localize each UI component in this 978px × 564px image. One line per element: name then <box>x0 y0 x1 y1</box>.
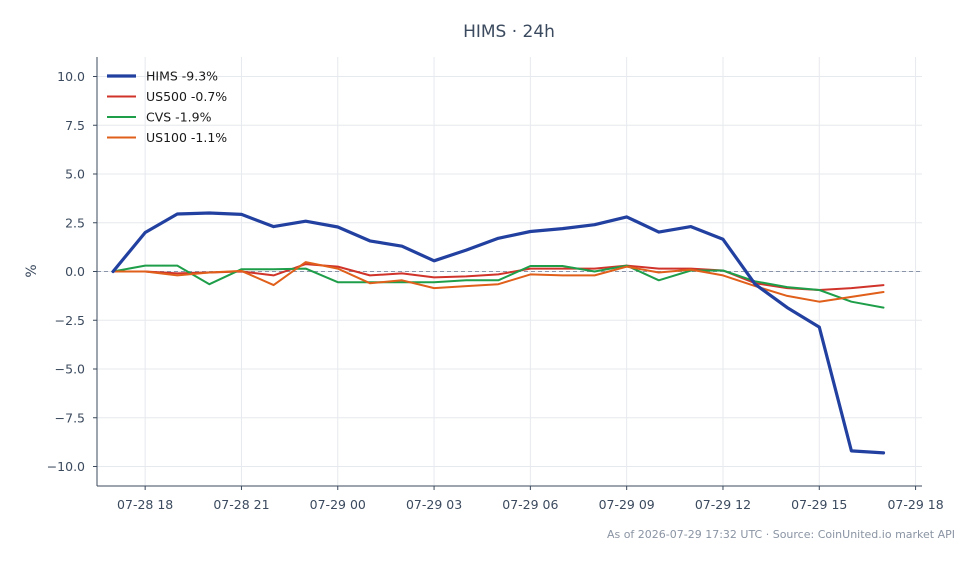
series-layer <box>111 211 886 455</box>
legend-label-3: US100 -1.1% <box>146 130 227 145</box>
y-tick-label: 2.5 <box>65 215 85 230</box>
x-tick-label: 07-28 18 <box>117 497 173 512</box>
x-tick-label: 07-29 03 <box>406 497 462 512</box>
series-line-3 <box>112 261 885 303</box>
series-line-1 <box>112 263 885 291</box>
footer-source: As of 2026-07-29 17:32 UTC · Source: Coi… <box>607 528 955 541</box>
series-line-0 <box>111 211 886 455</box>
x-tick-label: 07-29 00 <box>310 497 366 512</box>
legend: HIMS -9.3% US500 -0.7% CVS -1.9% US100 -1.1… <box>107 69 227 145</box>
y-tick-label: 5.0 <box>65 167 85 182</box>
series-line-2 <box>112 264 885 309</box>
y-tick-label: −10.0 <box>47 459 85 474</box>
x-tick-labels: 07-28 18 07-28 21 07-29 00 07-29 03 07-29 06… <box>117 486 944 512</box>
y-tick-label: 7.5 <box>65 118 85 133</box>
y-tick-label: 0.0 <box>65 264 85 279</box>
x-tick-label: 07-29 06 <box>502 497 558 512</box>
y-tick-label: 10.0 <box>57 69 85 84</box>
y-tick-labels: 10.0 7.5 5.0 2.5 0.0 −2.5 −5.0 −7.5 −10.0 <box>47 69 97 474</box>
x-tick-label: 07-29 18 <box>887 497 943 512</box>
y-axis-label: % <box>24 264 40 277</box>
y-tick-label: −7.5 <box>55 410 85 425</box>
chart-title: HIMS · 24h <box>463 22 555 42</box>
x-tick-label: 07-29 12 <box>695 497 751 512</box>
x-tick-label: 07-28 21 <box>213 497 269 512</box>
legend-label-2: CVS -1.9% <box>146 110 212 125</box>
legend-label-1: US500 -0.7% <box>146 89 227 104</box>
x-tick-label: 07-29 09 <box>599 497 655 512</box>
legend-label-0: HIMS -9.3% <box>146 69 218 84</box>
y-tick-label: −2.5 <box>55 313 85 328</box>
y-tick-label: −5.0 <box>55 362 85 377</box>
x-tick-label: 07-29 15 <box>791 497 847 512</box>
